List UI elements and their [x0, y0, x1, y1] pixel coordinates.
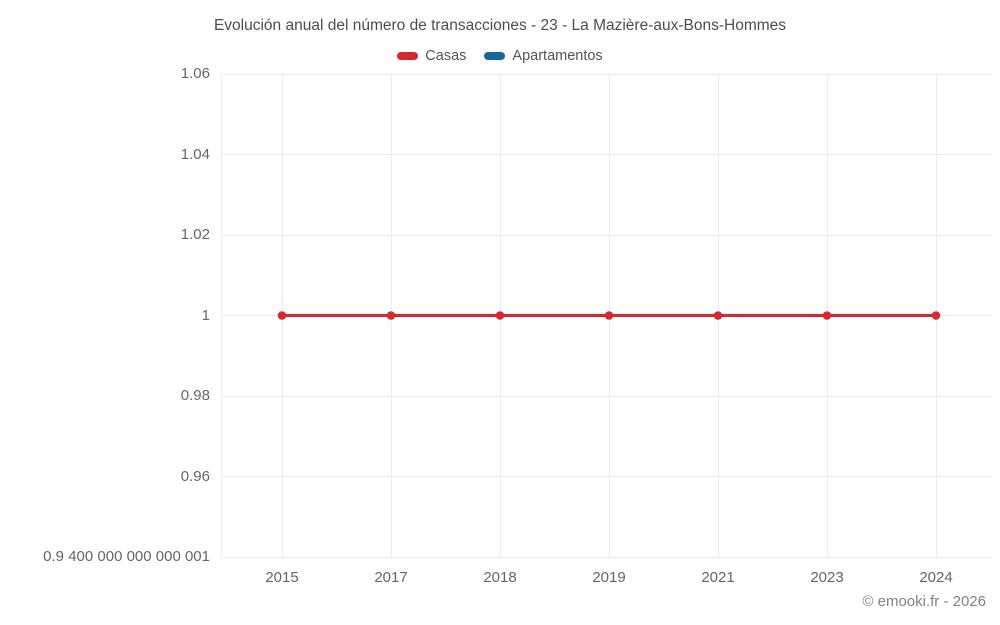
- y-axis-line: [221, 74, 222, 557]
- y-tick-label: 0.9 400 000 000 000 001: [43, 548, 210, 565]
- chart-title: Evolución anual del número de transaccio…: [213, 17, 787, 34]
- y-tick-label: 1.02: [180, 226, 210, 243]
- y-tick-label: 1.06: [180, 65, 210, 82]
- y-gridline: [221, 556, 990, 558]
- casas-series-swatch-icon: [397, 52, 419, 60]
- casas-data-point: [277, 311, 287, 320]
- casas-data-point: [822, 311, 832, 320]
- x-tick-label: 2018: [483, 569, 517, 586]
- x-tick-label: 2015: [265, 569, 299, 586]
- casas-data-point: [713, 311, 723, 320]
- legend-item-casas[interactable]: Casas: [397, 48, 466, 64]
- y-gridline: [221, 154, 990, 155]
- series-layer: [277, 311, 941, 320]
- y-tick-label: 1: [201, 306, 210, 324]
- y-tick-label: 1.04: [180, 145, 210, 163]
- y-gridline: [221, 234, 990, 236]
- x-tick-label: 2017: [374, 569, 408, 586]
- casas-data-point: [495, 311, 505, 320]
- casas-data-point: [386, 311, 396, 320]
- y-tick-label: 0.98: [180, 387, 210, 404]
- copyright-text: © emooki.fr - 2026: [862, 593, 986, 610]
- x-tick-label: 2024: [919, 569, 953, 586]
- legend: Casas Apartamentos: [0, 46, 1000, 66]
- y-tick-label: 0.96: [180, 467, 210, 485]
- x-tick-label: 2021: [701, 569, 735, 586]
- legend-label-apartamentos: Apartamentos: [512, 48, 603, 64]
- y-gridline: [221, 476, 990, 477]
- x-tick-label: 2019: [592, 569, 626, 586]
- legend-label-casas: Casas: [425, 48, 467, 64]
- casas-data-point: [931, 311, 941, 320]
- y-gridline: [221, 395, 990, 397]
- legend-item-apartamentos[interactable]: Apartamentos: [484, 48, 603, 64]
- x-tick-label: 2023: [810, 569, 844, 586]
- plot-area: [221, 73, 990, 558]
- casas-data-point: [604, 311, 614, 320]
- apartamentos-series-swatch-icon: [484, 52, 506, 60]
- y-gridline: [221, 73, 990, 75]
